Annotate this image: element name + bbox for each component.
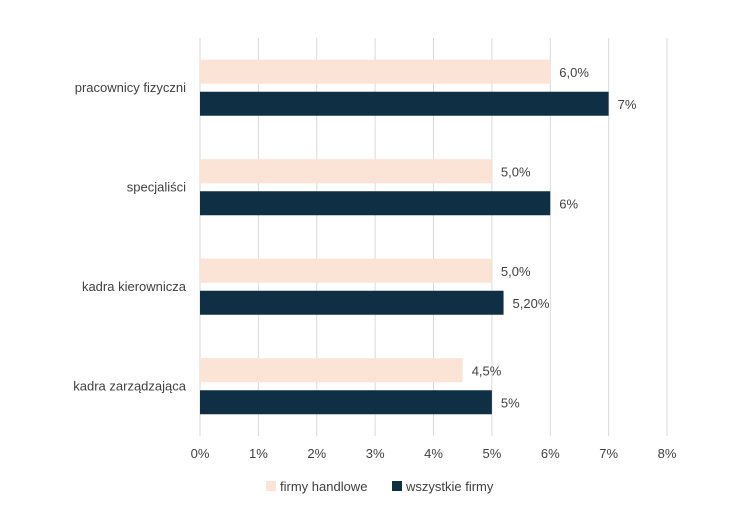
legend-label: wszystkie firmy xyxy=(405,479,494,494)
legend-swatch xyxy=(266,481,276,491)
bar-wszystkie-firmy xyxy=(200,390,492,415)
bar-firmy-handlowe xyxy=(200,358,463,383)
bar-firmy-handlowe xyxy=(200,159,492,184)
bar-wszystkie-firmy xyxy=(200,290,504,315)
bars xyxy=(200,59,609,415)
x-tick-label: 4% xyxy=(424,446,443,461)
data-label: 6% xyxy=(559,196,578,211)
category-label: pracownicy fizyczni xyxy=(75,80,186,95)
x-tick-label: 8% xyxy=(658,446,677,461)
legend: firmy handlowe wszystkie firmy xyxy=(266,479,494,494)
data-label: 4,5% xyxy=(472,363,502,378)
bar-firmy-handlowe xyxy=(200,258,492,283)
data-label: 5,20% xyxy=(513,296,550,311)
x-tick-label: 1% xyxy=(249,446,268,461)
category-label: kadra kierownicza xyxy=(82,279,187,294)
x-tick-label: 6% xyxy=(541,446,560,461)
data-label: 5,0% xyxy=(501,264,531,279)
data-label: 5% xyxy=(501,395,520,410)
x-axis-tick-labels: 0% 1% 2% 3% 4% 5% 6% 7% 8% xyxy=(191,446,677,461)
legend-label: firmy handlowe xyxy=(280,479,367,494)
data-labels: 6,0% 7% 5,0% 6% 5,0% 5,20% 4,5% 5% xyxy=(472,65,637,411)
category-label: specjaliści xyxy=(127,179,186,194)
bar-wszystkie-firmy xyxy=(200,191,551,216)
x-tick-label: 5% xyxy=(482,446,501,461)
data-label: 7% xyxy=(618,97,637,112)
x-tick-label: 3% xyxy=(366,446,385,461)
category-labels: pracownicy fizyczni specjaliści kadra kier… xyxy=(73,80,187,394)
legend-swatch xyxy=(392,481,402,491)
x-tick-label: 0% xyxy=(191,446,210,461)
data-label: 6,0% xyxy=(559,65,589,80)
bar-firmy-handlowe xyxy=(200,59,551,84)
x-tick-label: 2% xyxy=(307,446,326,461)
x-tick-label: 7% xyxy=(599,446,618,461)
data-label: 5,0% xyxy=(501,164,531,179)
bar-wszystkie-firmy xyxy=(200,91,609,116)
category-label: kadra zarządzająca xyxy=(73,378,186,393)
